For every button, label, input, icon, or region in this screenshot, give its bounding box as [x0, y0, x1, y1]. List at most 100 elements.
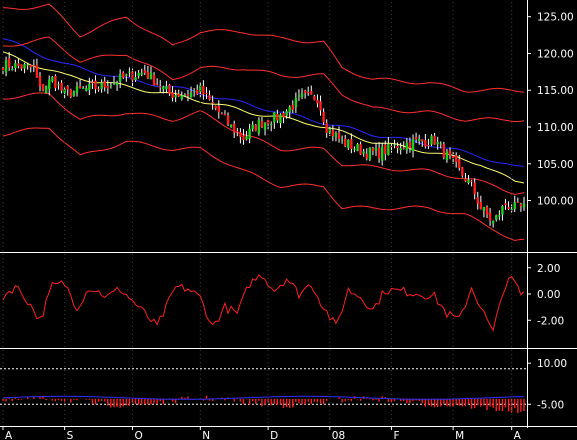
histogram-panel [0, 368, 527, 414]
oscillator-y-tick-label: -2.00 [537, 315, 564, 327]
candle-body [211, 101, 214, 104]
candle-body [20, 64, 23, 69]
candle-body [424, 140, 427, 147]
candle-body [368, 147, 372, 160]
candle-body [174, 95, 177, 98]
histogram-signal-line [2, 395, 525, 400]
candle-body [81, 88, 85, 90]
candle-body [310, 91, 313, 95]
candle-body [177, 93, 180, 97]
price-series-line [2, 36, 525, 122]
x-tick-label: A [5, 430, 13, 440]
candle-body [411, 139, 415, 151]
candle-body [322, 112, 325, 123]
candle-body [35, 64, 39, 78]
candle-body [356, 143, 359, 151]
candle-body [143, 70, 147, 73]
candle-body [507, 207, 510, 209]
candle-body [239, 132, 242, 138]
candle-body [458, 159, 461, 169]
candle-body [371, 148, 375, 152]
candle-body [402, 147, 405, 149]
candle-body [199, 85, 202, 92]
x-tick-label: D [270, 430, 278, 440]
candle-body [41, 84, 45, 91]
candle-body [442, 143, 446, 158]
price-series-line [2, 92, 525, 195]
candle-body [353, 148, 356, 150]
candle-body [72, 91, 76, 97]
candle-body [294, 97, 298, 108]
candle-body [297, 95, 301, 97]
candle-body [51, 76, 54, 82]
histogram-y-tick-label: 10.00 [537, 358, 567, 370]
candle-body [251, 124, 254, 130]
candle-body [134, 77, 137, 81]
candle-body [48, 79, 51, 90]
candle-body [183, 94, 187, 96]
candle-body [325, 122, 328, 133]
candle-body [377, 147, 381, 159]
candle-body [220, 113, 224, 115]
x-tick-label: O [134, 430, 142, 440]
candle-body [149, 72, 153, 80]
candle-body [106, 85, 110, 89]
candle-body [417, 138, 421, 142]
candle-body [245, 136, 248, 140]
candle-body [214, 105, 217, 109]
candle-body [316, 99, 319, 104]
price-y-tick-label: 110.00 [537, 122, 574, 134]
price-panel [1, 3, 526, 242]
candle-body [29, 64, 32, 68]
candle-body [396, 146, 399, 149]
candle-body [205, 93, 208, 95]
candle-body [242, 135, 245, 141]
candle-body [359, 144, 362, 155]
candle-body [146, 71, 150, 79]
x-tick-label: N [202, 430, 210, 440]
candle-body [223, 113, 227, 115]
candle-body [303, 90, 307, 94]
candle-body [217, 105, 220, 113]
x-tick-label: S [67, 430, 74, 440]
candle-body [464, 178, 467, 182]
price-y-tick-label: 120.00 [537, 48, 574, 60]
candle-body [4, 59, 8, 73]
candle-body [97, 88, 100, 90]
candle-body [408, 142, 412, 149]
candle-body [522, 203, 526, 208]
candle-body [168, 84, 171, 94]
candle-body [131, 71, 134, 81]
candle-body [7, 58, 11, 68]
candle-body [436, 141, 439, 145]
candle-body [414, 137, 418, 140]
candle-body [112, 82, 116, 84]
candle-body [319, 101, 322, 111]
candle-body [510, 208, 513, 210]
candle-body [69, 89, 73, 97]
candle-body [14, 63, 17, 69]
candle-body [91, 82, 94, 84]
candle-body [44, 86, 48, 93]
candle-body [374, 147, 378, 151]
candle-body [337, 132, 341, 139]
candle-body [393, 144, 396, 146]
candle-body [427, 145, 430, 147]
candle-body [362, 151, 365, 154]
candle-body [421, 139, 424, 142]
candle-body [94, 80, 97, 90]
candle-body [488, 212, 492, 221]
candle-body [23, 64, 26, 69]
candle-body [171, 92, 174, 98]
candle-body [276, 113, 279, 121]
candle-body [405, 142, 409, 151]
candle-body [152, 74, 156, 86]
candle-body [229, 124, 233, 128]
candle-body [516, 201, 520, 203]
candle-body [340, 139, 344, 141]
candle-body [387, 143, 390, 156]
candle-body [260, 121, 264, 128]
candle-body [254, 124, 257, 131]
